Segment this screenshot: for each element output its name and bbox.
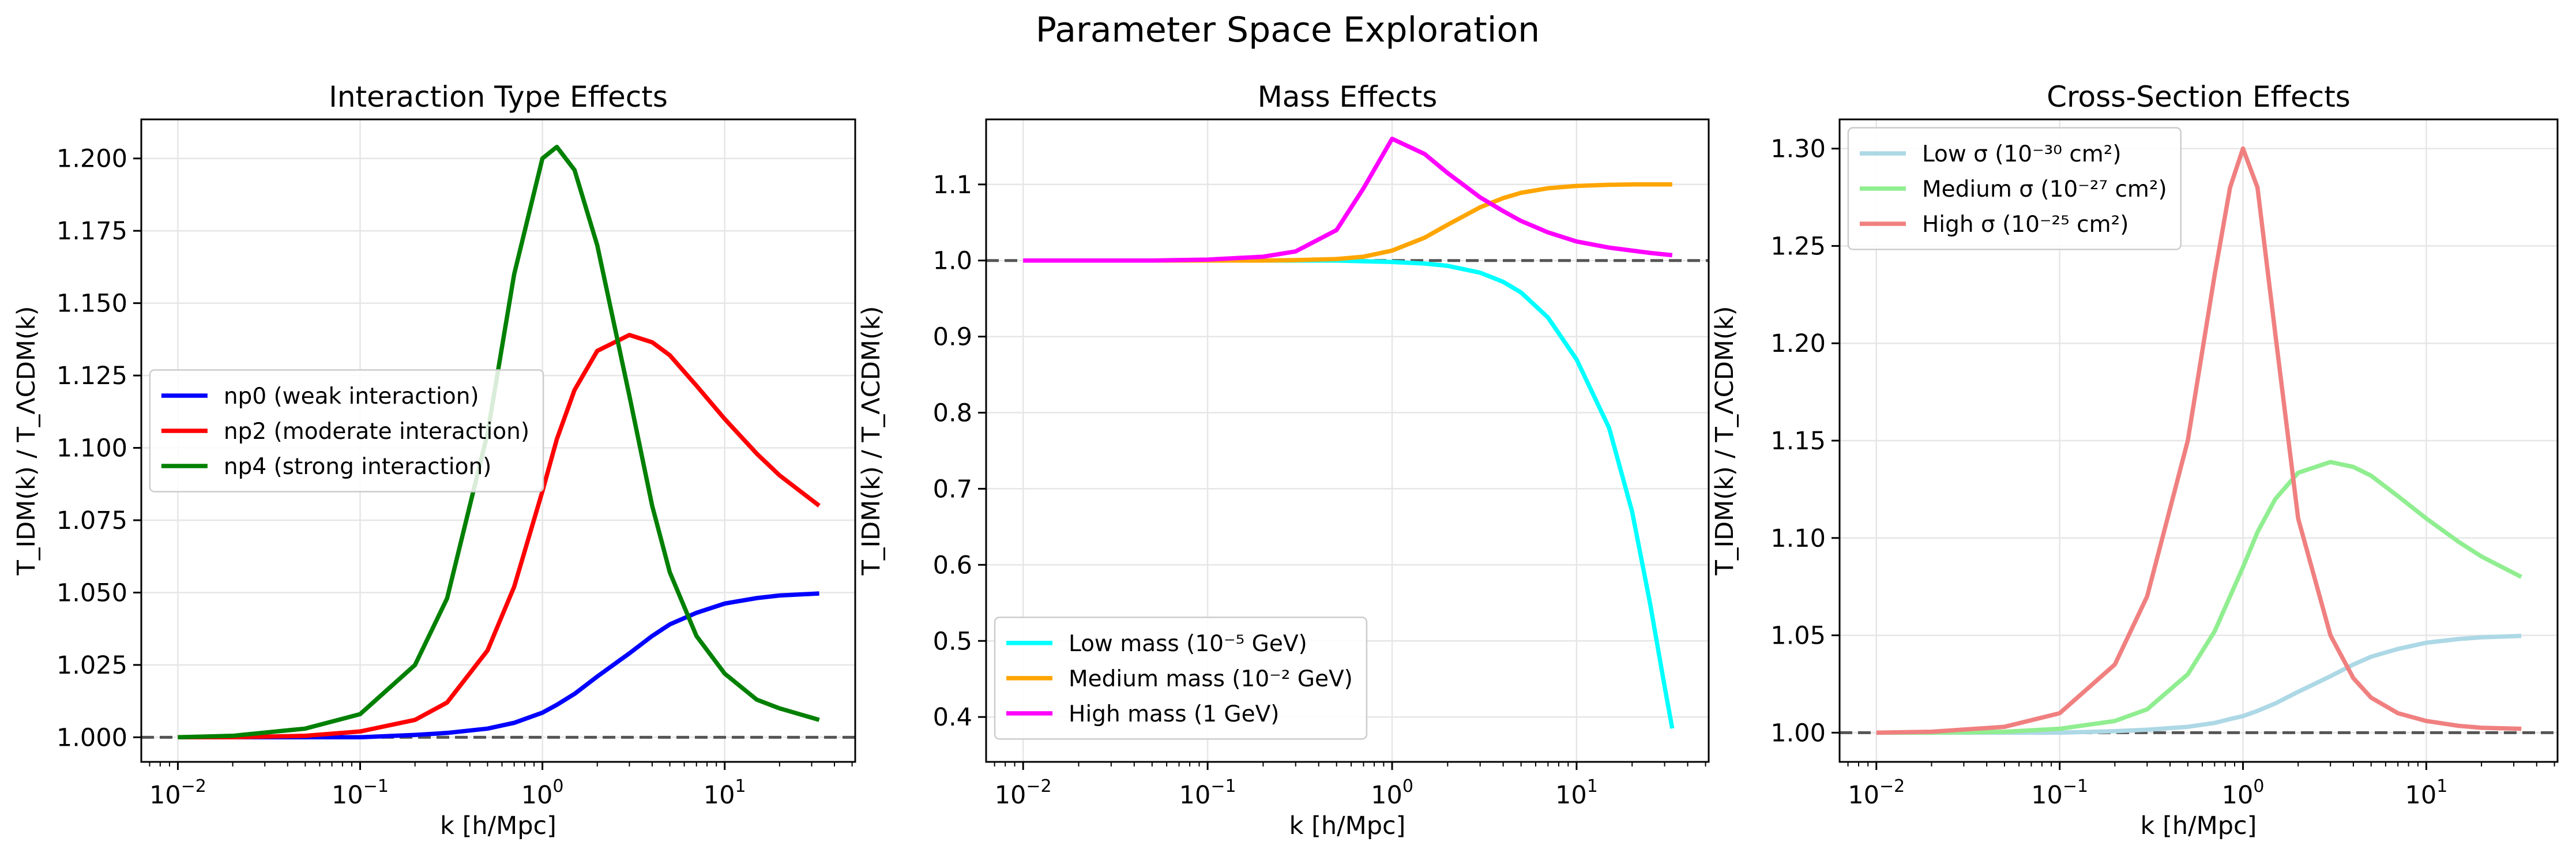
- y-axis-label: T_IDM(k) / T_ΛCDM(k): [857, 306, 886, 576]
- x-tick-label: 100: [521, 776, 564, 810]
- legend-box: [1847, 127, 2182, 250]
- x-axis-label: k [h/Mpc]: [440, 811, 556, 840]
- series-line-1: [178, 591, 819, 740]
- y-tick-label: 0.9: [933, 323, 972, 352]
- legend-label: High mass (1 GeV): [1069, 701, 1280, 727]
- x-tick-label: 101: [704, 776, 746, 810]
- legend-label: np0 (weak interaction): [224, 384, 479, 409]
- x-tick-label: 10−2: [149, 776, 206, 810]
- axes-frame: [140, 118, 856, 763]
- x-tick-label: 10−2: [995, 776, 1052, 810]
- x-axis-label: k [h/Mpc]: [2141, 811, 2257, 840]
- y-axis-label: T_IDM(k) / T_ΛCDM(k): [1710, 306, 1739, 576]
- legend: Low σ (10⁻³⁰ cm²) Medium σ (10⁻²⁷ cm²) Hig…: [1847, 127, 2182, 250]
- y-tick-label: 1.150: [57, 290, 127, 318]
- y-tick-label: 1.30: [1770, 135, 1826, 164]
- legend-label: np4 (strong interaction): [224, 454, 492, 480]
- y-tick-label: 0.5: [933, 627, 972, 656]
- x-tick-label: 100: [1371, 776, 1413, 810]
- x-tick-label: 101: [2405, 776, 2447, 810]
- figure-title: Parameter Space Exploration: [1036, 10, 1540, 50]
- legend: np0 (weak interaction) np2 (moderate inte…: [149, 369, 544, 493]
- x-tick-label: 100: [2222, 776, 2265, 810]
- y-tick-label: 1.1: [933, 171, 972, 200]
- x-tick-label: 10−1: [2031, 776, 2088, 810]
- y-tick-label: 1.050: [57, 578, 127, 607]
- y-tick-label: 1.200: [57, 145, 127, 174]
- series-line-2: [1876, 460, 2522, 735]
- y-tick-label: 1.025: [57, 651, 127, 680]
- chart-panel-3: 10−2 10−1 100 101 1.00 1.05 1.10 1.15 1.20 1.25 1.…: [1710, 80, 2559, 840]
- series-line-3: [1876, 146, 2522, 735]
- y-tick-label: 1.100: [57, 434, 127, 463]
- x-tick-label: 101: [1555, 776, 1598, 810]
- y-tick-label: 1.15: [1770, 427, 1826, 456]
- series-group: [141, 144, 855, 740]
- x-tick-label: 10−1: [1179, 776, 1236, 810]
- panel-title: Mass Effects: [1258, 80, 1438, 114]
- y-tick-label: 1.20: [1770, 329, 1826, 358]
- y-tick-label: 0.8: [933, 399, 972, 428]
- legend-label: High σ (10⁻²⁵ cm²): [1922, 212, 2129, 238]
- y-tick-label: 1.00: [1770, 719, 1826, 747]
- legend: Low mass (10⁻⁵ GeV) Medium mass (10⁻² GeV…: [994, 617, 1368, 740]
- legend-box: [994, 617, 1368, 740]
- series-line-3: [178, 144, 820, 740]
- chart-panel-2: 10−2 10−1 100 101 0.4 0.5 0.6 0.7 0.8 0.9 1.0 1.1 Ma…: [857, 80, 1710, 840]
- chart-panel-1: 10−2 10−1 100 101 1.000 1.025 1.050 1.075 1.100 1…: [12, 80, 856, 840]
- y-tick-label: 1.25: [1770, 232, 1826, 261]
- legend-box: [149, 369, 544, 493]
- y-tick-label: 0.7: [933, 475, 972, 503]
- y-axis-label: T_IDM(k) / T_ΛCDM(k): [12, 306, 41, 576]
- series-group: [986, 136, 1709, 729]
- x-tick-label: 10−2: [1848, 776, 1905, 810]
- panel-title: Cross-Section Effects: [2047, 80, 2351, 114]
- legend-label: Low mass (10⁻⁵ GeV): [1069, 631, 1307, 657]
- y-tick-label: 1.125: [57, 362, 127, 390]
- y-tick-label: 1.0: [933, 247, 972, 276]
- x-tick-label: 10−1: [332, 776, 389, 810]
- panel-title: Interaction Type Effects: [329, 80, 668, 114]
- legend-label: np2 (moderate interaction): [224, 419, 529, 445]
- legend-label: Low σ (10⁻³⁰ cm²): [1922, 141, 2122, 167]
- y-tick-label: 1.05: [1770, 622, 1826, 651]
- y-tick-label: 0.6: [933, 551, 972, 580]
- y-tick-label: 0.4: [933, 703, 972, 732]
- y-tick-label: 1.000: [57, 723, 127, 752]
- legend-label: Medium σ (10⁻²⁷ cm²): [1922, 176, 2167, 202]
- y-tick-label: 1.075: [57, 506, 127, 535]
- series-line-1: [1876, 633, 2522, 735]
- series-line-3: [1023, 136, 1673, 263]
- y-tick-label: 1.175: [57, 217, 127, 246]
- y-tick-label: 1.10: [1770, 524, 1826, 553]
- axes-frame: [985, 118, 1710, 763]
- series-group: [1840, 146, 2558, 735]
- x-axis-label: k [h/Mpc]: [1289, 811, 1406, 840]
- series-line-2: [1023, 182, 1672, 263]
- legend-label: Medium mass (10⁻² GeV): [1069, 666, 1353, 692]
- series-line-2: [178, 333, 821, 740]
